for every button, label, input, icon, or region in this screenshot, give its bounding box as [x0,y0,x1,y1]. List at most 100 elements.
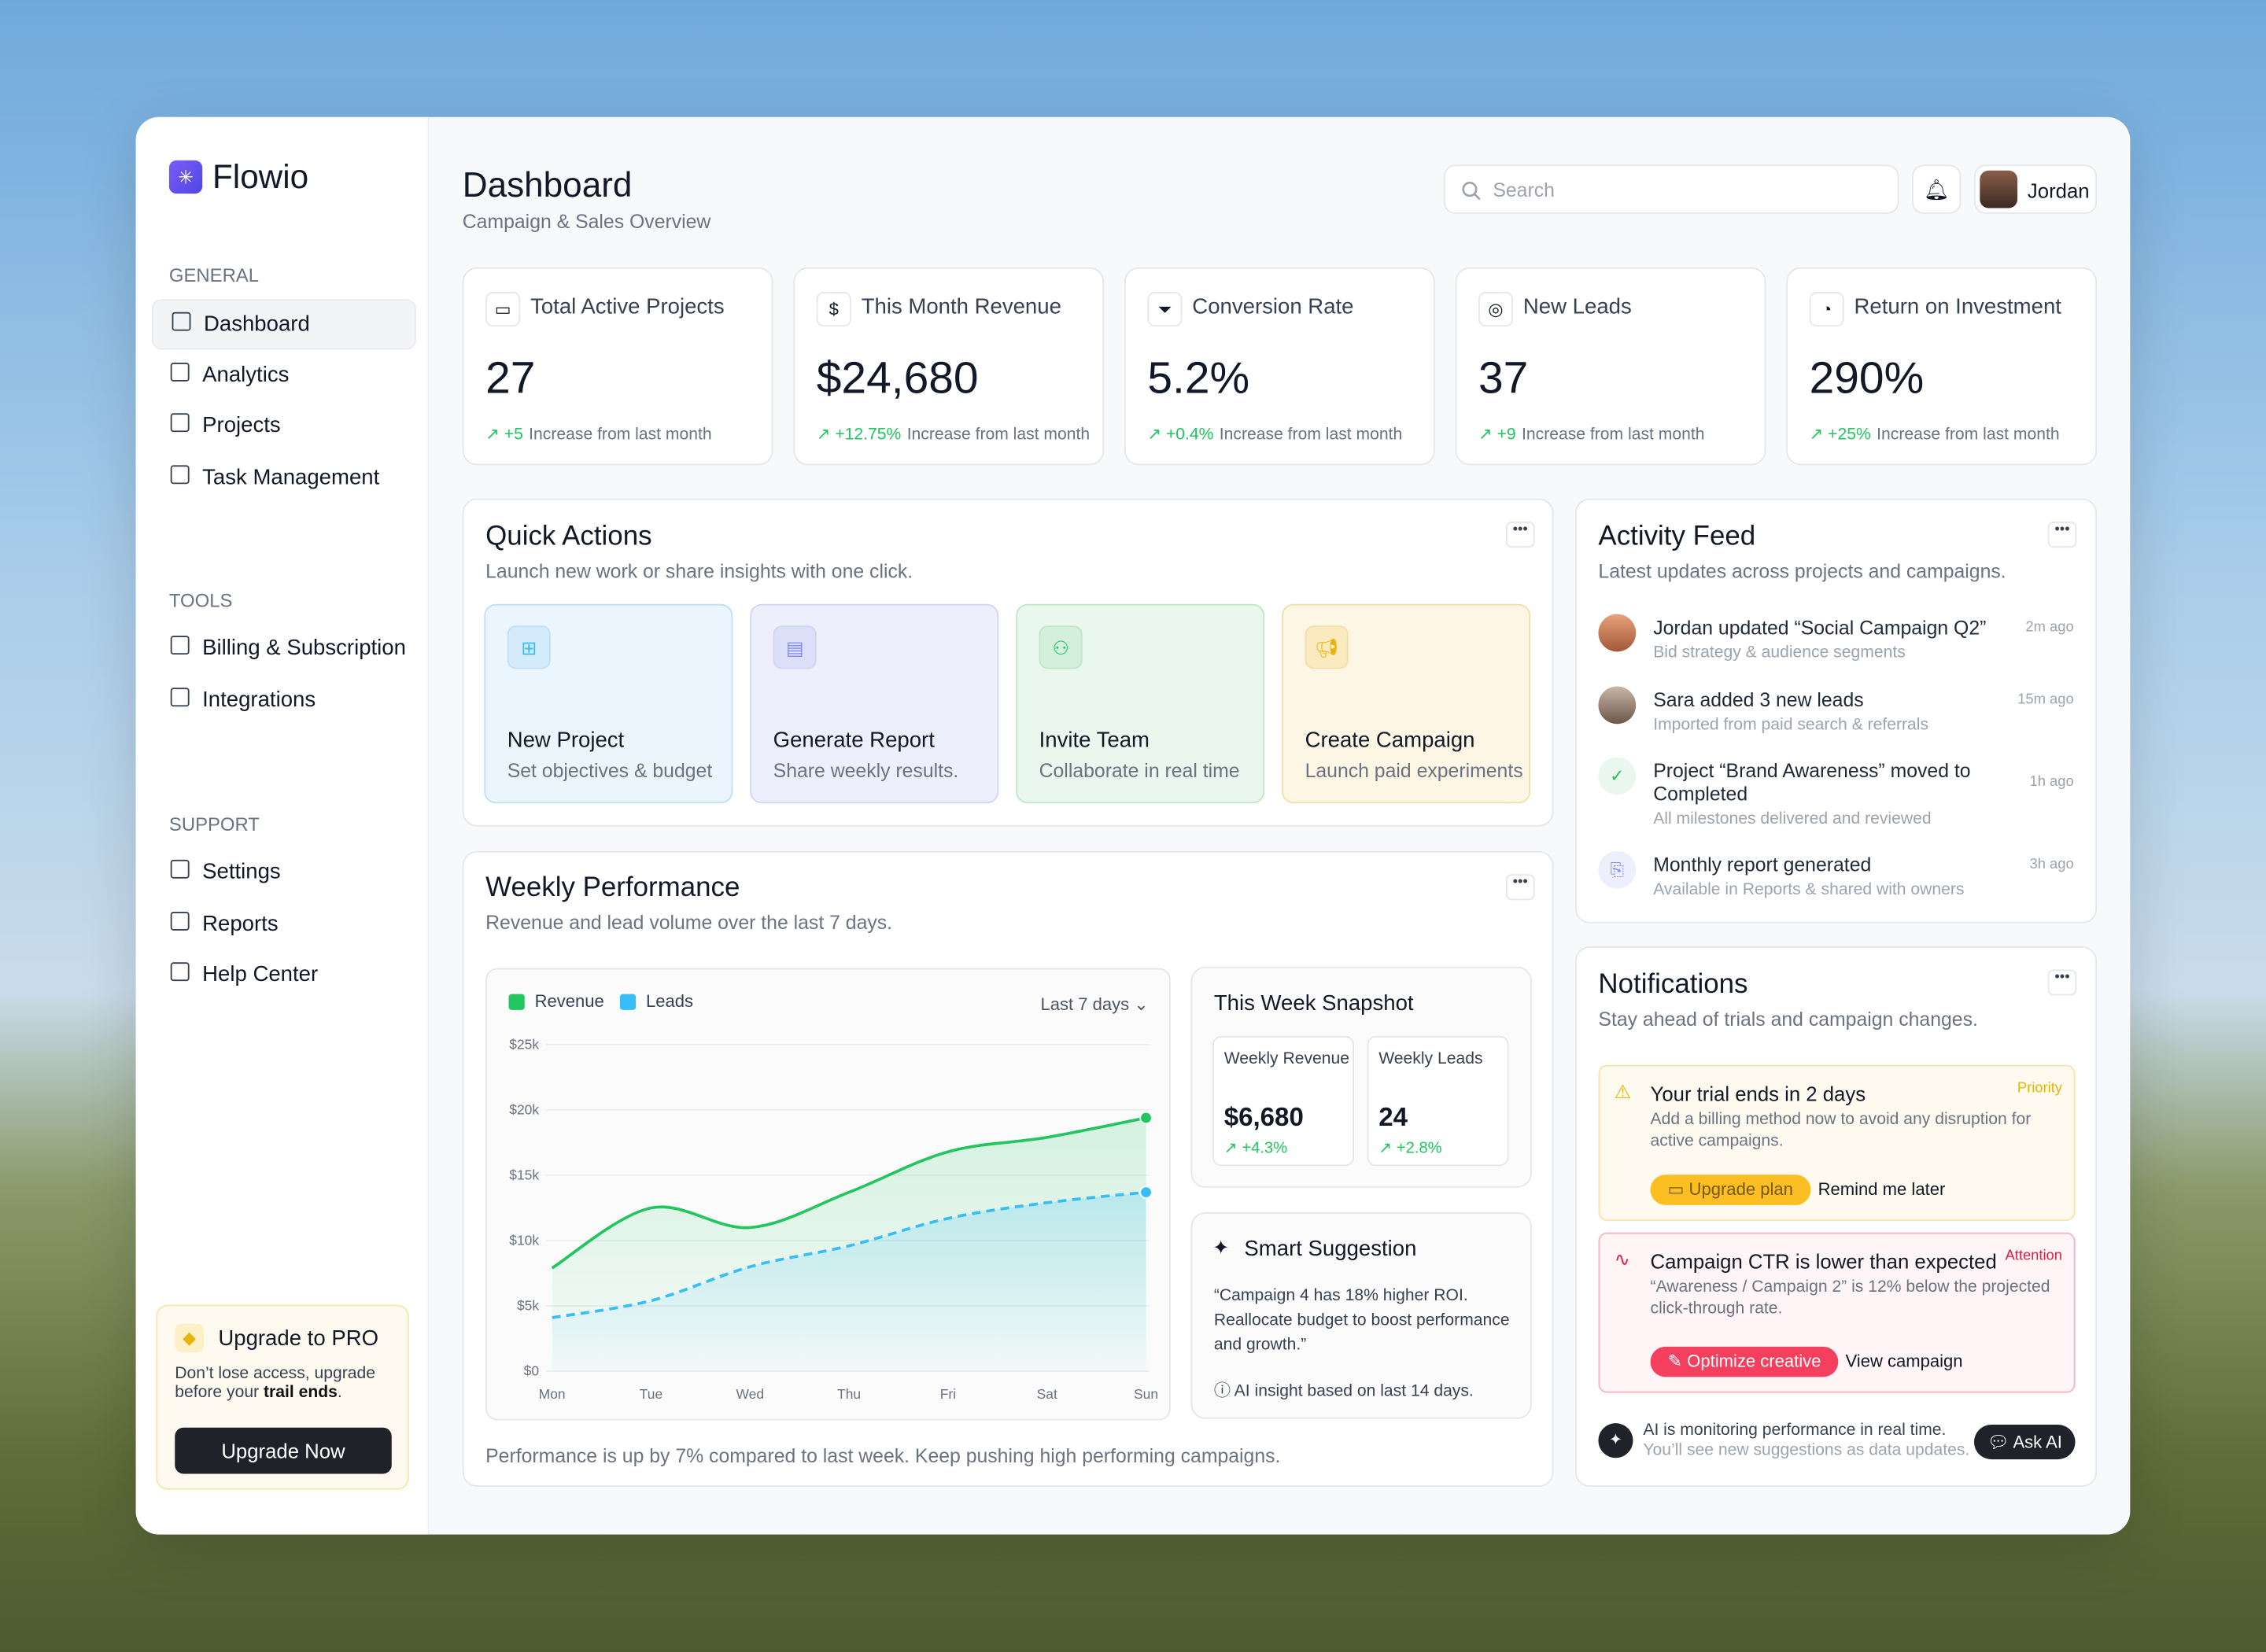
action-tile[interactable]: ⚇ Invite Team Collaborate in real time [1016,603,1265,804]
y-tick-label: $10k [509,1233,539,1248]
range-select[interactable]: Last 7 days ⌄ [1040,994,1149,1015]
nav-label: Reports [202,911,279,936]
snapshot-title: This Week Snapshot [1213,990,1414,1016]
card-subtitle: Stay ahead of trials and campaign change… [1598,1009,1978,1031]
snapshot-item: Weekly Revenue $6,680 ↗ +4.3% [1212,1035,1355,1167]
activity-text: Jordan updated “Social Campaign Q2” [1653,617,1987,639]
nav-icon [170,911,190,930]
more-button[interactable]: ••• [2047,969,2077,996]
trend-icon: ↗ [816,426,836,444]
series-end-point [1139,1186,1153,1199]
notification-primary-label: Optimize creative [1687,1351,1821,1372]
stat-icon: ◔ [1809,292,1844,327]
action-tile[interactable]: ⊞ New Project Set objectives & budget [484,603,733,804]
series-line [552,1190,1146,1319]
stat-card: $ This Month Revenue $24,680 ↗ +12.75% Incre… [793,267,1105,466]
snapshot-item: Weekly Leads 24 ↗ +2.8% [1367,1035,1509,1167]
page-title: Dashboard [462,166,633,205]
action-title: New Project [507,728,625,753]
stat-change: +5 [504,426,523,444]
notification-text: Add a billing method now to avoid any di… [1650,1111,2032,1151]
nav-icon [172,312,191,331]
nav-label: Task Management [202,464,380,489]
notification-primary[interactable]: ✎ Optimize creative [1650,1346,1839,1377]
nav-icon [170,962,190,982]
nav-item[interactable]: Analytics [152,350,413,398]
stat-icon: ◎ [1478,292,1514,327]
action-icon: 📢︎ [1305,625,1349,669]
x-tick-label: Tue [640,1386,662,1402]
diamond-icon: ◆ [175,1323,204,1353]
more-button[interactable]: ••• [2047,522,2077,548]
upgrade-button[interactable]: Upgrade Now [175,1427,392,1474]
legend-label: Revenue [535,991,604,1011]
action-title: Create Campaign [1305,728,1475,753]
stat-label: Total Active Projects [530,294,725,319]
nav-item[interactable]: Help Center [152,951,413,999]
ai-text: You’ll see new suggestions as data updat… [1643,1442,1970,1460]
activity-text: Project “Brand Awareness” moved to Compl… [1653,760,1971,806]
nav-item[interactable]: Settings [152,848,413,896]
trend-icon: ↗ [1478,426,1497,444]
page-subtitle: Campaign & Sales Overview [462,211,711,233]
stat-card: ⏷ Conversion Rate 5.2% ↗ +0.4% Increase from… [1124,267,1435,466]
ask-ai-button[interactable]: 💬︎ Ask AI [1973,1425,2076,1460]
stat-change-row: ↗ +0.4% Increase from last month [1147,423,1402,444]
x-tick-label: Wed [736,1386,764,1402]
nav-section: TOOLS [168,589,233,611]
snapshot-label: Weekly Leads [1378,1050,1483,1068]
stat-change-row: ↗ +25% Increase from last month [1810,423,2060,444]
more-button[interactable]: ••• [1505,522,1535,548]
activity-time: 3h ago [2029,857,2074,873]
notification-secondary[interactable]: View campaign [1845,1351,1963,1372]
user-avatar [1980,170,2018,208]
snapshot-change-value: +2.8% [1396,1140,1442,1158]
x-tick-label: Thu [837,1386,861,1402]
stat-change: +25% [1828,426,1871,444]
nav-item[interactable]: Dashboard [151,299,416,350]
x-tick-label: Mon [539,1386,566,1402]
action-subtitle: Share weekly results. [773,760,959,782]
suggestion-note-text: AI insight based on last 14 days. [1234,1382,1474,1400]
action-tile[interactable]: ▤ Generate Report Share weekly results. [750,603,999,804]
activity-avatar [1598,614,1637,652]
y-tick-label: $15k [509,1167,539,1183]
stat-change-row: ↗ +5 Increase from last month [485,423,712,444]
snapshot-value: 24 [1378,1102,1408,1132]
nav-item[interactable]: Projects [152,402,413,450]
nav-item[interactable]: Billing & Subscription [152,624,413,672]
snapshot-change: ↗ +4.3% [1223,1140,1288,1158]
notification: ⚠ Your trial ends in 2 days Priority Add a … [1598,1064,2076,1222]
series-area [552,1192,1146,1372]
stat-value: 37 [1478,352,1529,404]
nav-section: GENERAL [168,264,260,286]
activity-time: 2m ago [2025,619,2074,636]
trend-icon: ↗ [1809,426,1829,444]
nav-label: Analytics [202,362,290,387]
stat-note: Increase from last month [1522,426,1705,444]
nav-item[interactable]: Reports [152,899,413,947]
user-button[interactable]: Jordan [1973,164,2098,214]
series-line [551,1116,1146,1270]
legend-swatch [619,994,637,1010]
more-button[interactable]: ••• [1505,874,1535,901]
nav-label: Help Center [202,962,319,987]
search-box[interactable]: Search [1443,164,1899,214]
notification-primary[interactable]: ▭ Upgrade plan [1650,1174,1810,1205]
stat-card: ◔ Return on Investment 290% ↗ +25% Increase … [1786,267,2098,466]
action-tile[interactable]: 📢︎ Create Campaign Launch paid experiments [1282,603,1531,804]
nav-item[interactable]: Integrations [152,676,413,724]
nav-icon [170,687,190,706]
activity-time: 1h ago [2029,774,2074,791]
trend-icon: ↗ [485,426,504,444]
suggestion-note: ⓘ AI insight based on last 14 days. [1213,1382,1474,1400]
notification-secondary[interactable]: Remind me later [1818,1178,1946,1200]
activity-avatar: ✓ [1598,757,1637,795]
nav-item[interactable]: Task Management [152,453,413,501]
nav-label: Settings [202,859,281,885]
action-subtitle: Collaborate in real time [1039,760,1240,782]
nav-icon [170,362,190,381]
bell-button[interactable]: 🔔︎ [1911,164,1962,214]
nav-label: Dashboard [203,312,310,337]
stat-note: Increase from last month [906,426,1091,444]
